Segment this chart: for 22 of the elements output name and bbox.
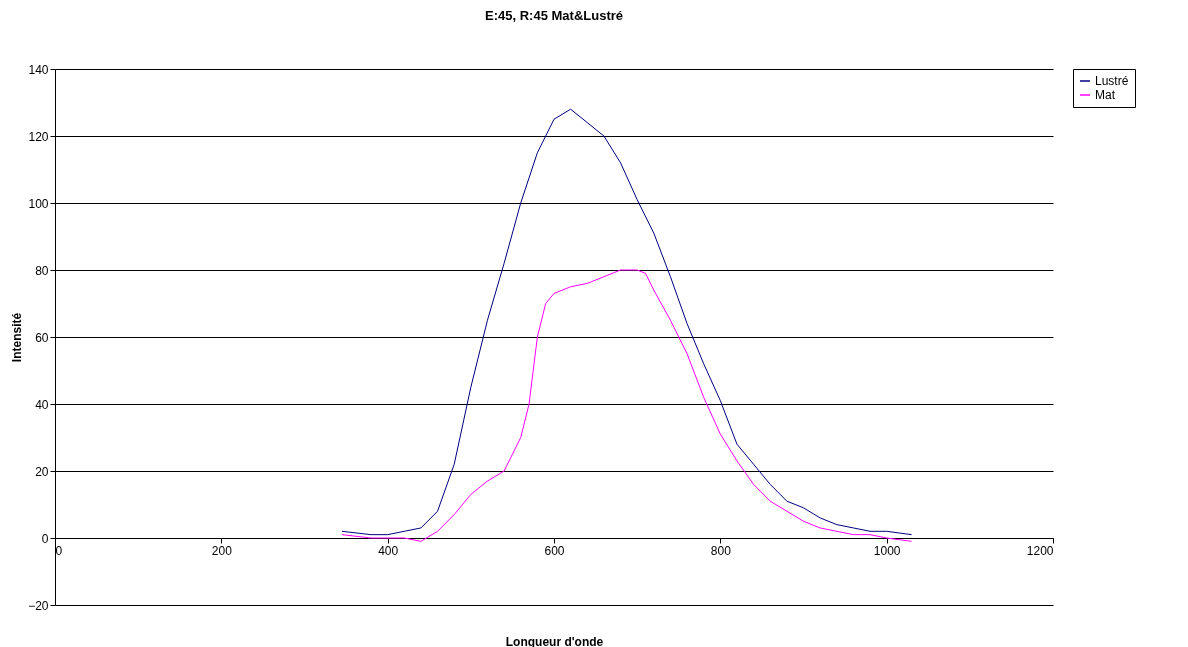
y-tick-label: 0	[41, 531, 49, 546]
y-tick-label: 60	[35, 330, 49, 345]
y-tick-label: 40	[35, 397, 49, 412]
x-tick-label: 0	[55, 543, 63, 558]
x-tick-label: 1200	[1026, 543, 1054, 558]
y-tick-label: 120	[28, 129, 49, 144]
y-tick-label: 100	[28, 196, 49, 211]
line-series	[341, 108, 913, 536]
line-series	[341, 269, 913, 542]
chart-title: E:45, R:45 Mat&Lustré	[485, 8, 623, 23]
y-axis-title: Intensité	[10, 312, 25, 363]
y-tick-label: 20	[35, 464, 49, 479]
x-tick-label: 800	[710, 543, 732, 558]
x-tick-label: 600	[544, 543, 565, 558]
x-tick-label: 200	[211, 543, 233, 558]
x-tick-label: 1000	[873, 543, 901, 558]
legend-label: Lustré	[1095, 74, 1129, 88]
y-tick-label: 80	[35, 263, 49, 278]
legend-label: Mat	[1095, 88, 1116, 102]
x-tick-label: 400	[378, 543, 399, 558]
y-tick-label: 140	[28, 62, 49, 77]
y-tick-label: −20	[28, 598, 49, 613]
